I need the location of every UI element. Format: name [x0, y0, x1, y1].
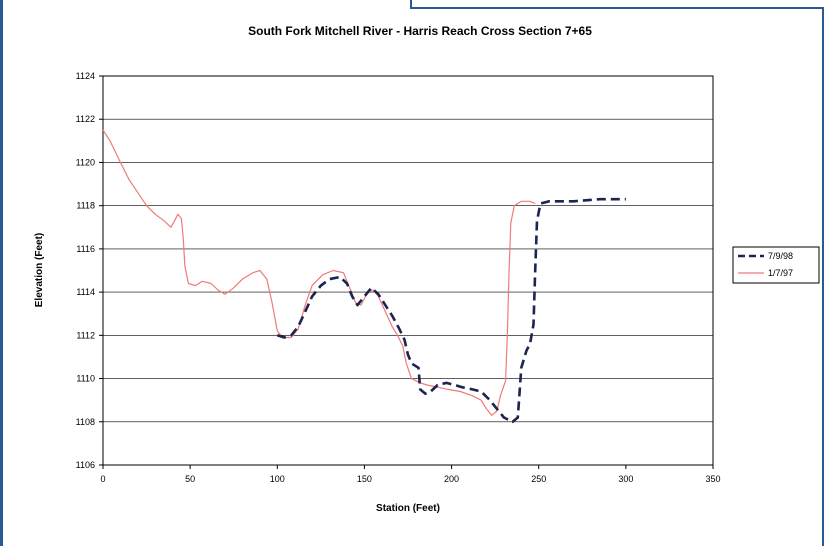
- x-axis-label: Station (Feet): [376, 503, 440, 514]
- y-tick-label: 1124: [76, 71, 95, 81]
- series-lines: [102, 129, 626, 424]
- y-tick-label: 1112: [76, 330, 95, 340]
- y-tick-label: 1108: [76, 417, 95, 427]
- y-tick-label: 1118: [76, 201, 95, 211]
- y-tick-label: 1120: [76, 157, 95, 167]
- legend: 7/9/98 1/7/97: [732, 246, 820, 284]
- grid-lines: [103, 118, 713, 423]
- y-tick-label: 1116: [76, 244, 95, 254]
- y-tick-label: 1122: [76, 114, 95, 124]
- x-tick-label: 50: [185, 474, 195, 484]
- legend-box: [732, 246, 820, 284]
- x-axis-ticks: 0 50 100 150 200 250 300 350: [100, 465, 721, 484]
- series-line-1-7-97: [102, 129, 536, 416]
- x-tick-label: 100: [270, 474, 285, 484]
- y-axis-ticks: 1106 1108 1110 1112 1114 1116 1118 1120 1122 1124: [76, 71, 103, 470]
- left-border: [0, 0, 3, 546]
- series-line-7-9-98: [276, 197, 626, 424]
- x-tick-label: 0: [100, 474, 105, 484]
- chart-title: South Fork Mitchell River - Harris Reach…: [248, 24, 592, 38]
- top-border: [410, 7, 824, 9]
- x-tick-label: 300: [618, 474, 633, 484]
- y-tick-label: 1114: [76, 287, 95, 297]
- y-tick-label: 1106: [76, 460, 95, 470]
- right-border: [822, 7, 824, 546]
- x-tick-label: 350: [705, 474, 720, 484]
- plot-area: [102, 75, 714, 466]
- x-tick-label: 150: [357, 474, 372, 484]
- x-tick-label: 200: [444, 474, 459, 484]
- top-divider: [410, 0, 412, 9]
- legend-label-1-7-97: 1/7/97: [768, 268, 793, 278]
- y-tick-label: 1110: [76, 374, 95, 384]
- legend-label-7-9-98: 7/9/98: [768, 251, 793, 261]
- x-tick-label: 250: [531, 474, 546, 484]
- y-axis-label: Elevation (Feet): [34, 233, 45, 307]
